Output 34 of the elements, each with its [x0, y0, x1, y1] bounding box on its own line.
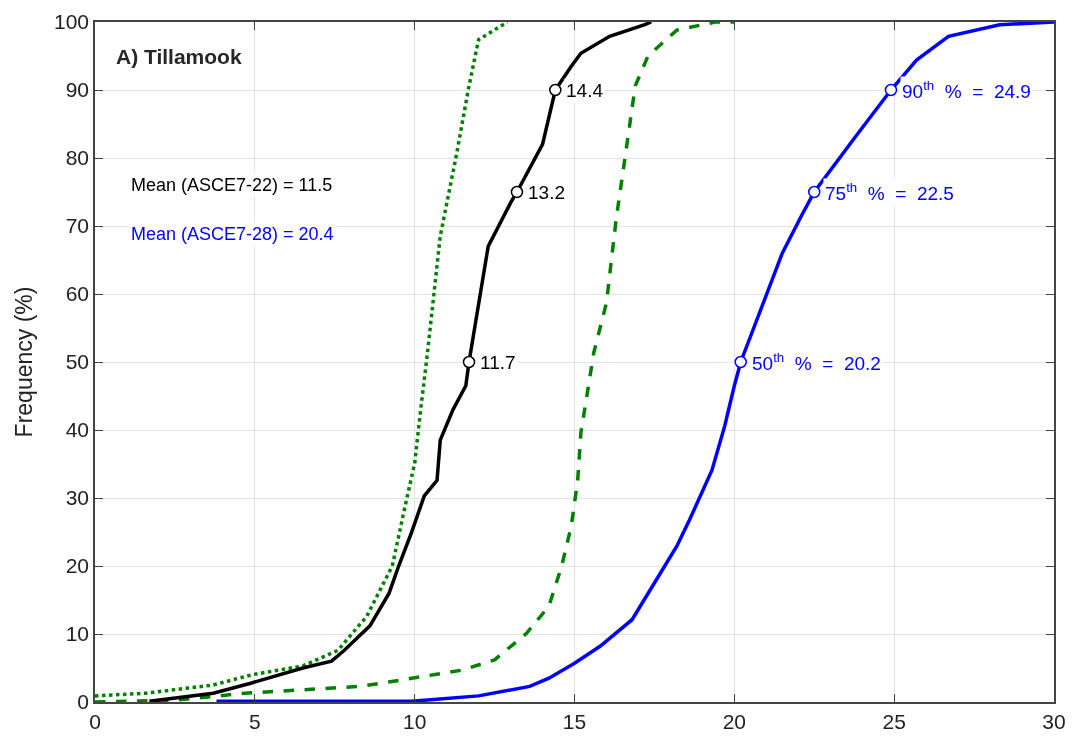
annotation: Mean (ASCE7-28) = 20.4: [131, 224, 334, 244]
y-tick-label: 90: [65, 78, 90, 102]
x-tick-label: 30: [1042, 709, 1066, 733]
point: [510, 185, 524, 199]
y-tick-label: 80: [65, 146, 90, 170]
annotation: Mean (ASCE7-22) = 11.5: [131, 175, 333, 195]
x-tick-label: 20: [722, 709, 747, 733]
x-tick-label: 25: [882, 709, 906, 733]
y-tick-label: 10: [65, 622, 90, 646]
annotation: 50$^{th}$ % = 20.2: [752, 350, 881, 374]
y-tick-label: 0: [77, 690, 90, 714]
y-tick-label: 70: [65, 214, 90, 238]
annotation: 13.2: [528, 182, 565, 203]
annotation: 90$^{th}$ % = 24.9: [902, 78, 1031, 102]
y-tick-label: 30: [65, 486, 90, 510]
text: A) Tillamook: [116, 45, 242, 68]
y-tick-label: 40: [65, 418, 90, 442]
y-tick-label: 100: [54, 10, 90, 34]
y-axis-title: Frequency (%): [10, 286, 37, 438]
y-tick-label: 50: [65, 350, 90, 374]
y-tick-label: 60: [65, 282, 90, 306]
point: [462, 355, 476, 369]
annotation: 14.4: [566, 80, 604, 101]
annotation: 11.7: [480, 352, 516, 373]
x-tick-label: 10: [402, 709, 427, 733]
x-tick-label: 5: [248, 709, 261, 733]
point: [884, 83, 898, 97]
point: [808, 185, 821, 199]
y-tick-label: 20: [65, 554, 90, 578]
line-series: [95, 22, 737, 702]
annotation: 75$^{th}$ % = 22.5: [825, 180, 954, 204]
x-tick-label: 15: [562, 709, 587, 733]
point: [549, 83, 562, 97]
point: [734, 355, 747, 369]
